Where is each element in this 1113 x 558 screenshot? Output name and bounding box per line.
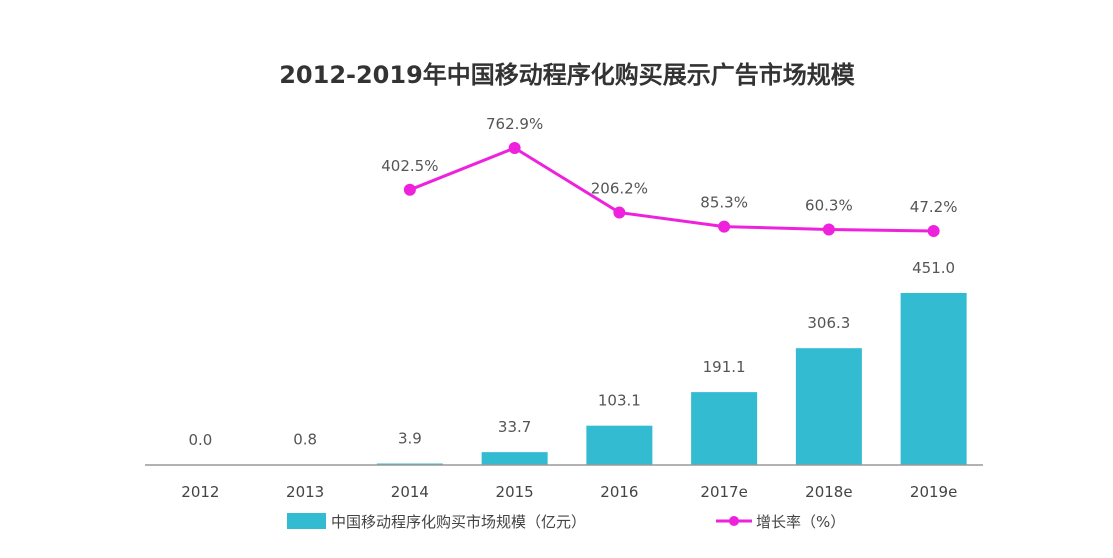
- legend: 中国移动程序化购买市场规模（亿元） 增长率（%）: [287, 513, 845, 531]
- x-tick-labels: 2012 2013 2014 2015 2016 2017e 2018e 2019e: [181, 483, 957, 501]
- growth-point-2017e: [718, 220, 731, 233]
- growth-value-label-2016: 206.2%: [591, 180, 648, 198]
- x-tick-label-2018e: 2018e: [805, 483, 852, 501]
- bar-value-label-2017e: 191.1: [703, 358, 746, 376]
- bar-value-label-2012: 0.0: [188, 431, 212, 449]
- bar-value-label-2013: 0.8: [293, 431, 317, 449]
- x-tick-label-2014: 2014: [391, 483, 429, 501]
- growth-rate-line: [409, 146, 934, 233]
- growth-value-label-2019e: 47.2%: [910, 198, 958, 216]
- x-tick-label-2016: 2016: [600, 483, 638, 501]
- growth-point-2015: [508, 142, 521, 154]
- bar-value-label-2014: 3.9: [398, 430, 422, 448]
- bars-layer: 0.0 0.8 3.9 33.7 103.1 191.1 306.3 451.0: [188, 259, 967, 465]
- bar-value-label-2018e: 306.3: [807, 314, 850, 332]
- legend-label-bar: 中国移动程序化购买市场规模（亿元）: [331, 513, 586, 531]
- chart-title: 2012-2019年中国移动程序化购买展示广告市场规模: [279, 61, 856, 89]
- bar-2018e: [795, 348, 862, 465]
- bar-2015: [481, 452, 548, 465]
- bar-2016: [586, 425, 653, 465]
- growth-point-2019e: [927, 225, 940, 237]
- legend-swatch-marker: [729, 516, 739, 526]
- x-tick-label-2015: 2015: [496, 483, 534, 501]
- legend-label-line: 增长率（%）: [756, 513, 845, 531]
- x-tick-label-2019e: 2019e: [910, 483, 957, 501]
- growth-point-2016: [613, 206, 626, 219]
- growth-value-label-2018e: 60.3%: [805, 196, 853, 214]
- growth-value-label-2017e: 85.3%: [700, 194, 748, 212]
- legend-swatch-bar: [287, 513, 326, 529]
- x-tick-label-2017e: 2017e: [700, 483, 747, 501]
- growth-value-label-2015: 762.9%: [486, 115, 543, 133]
- bar-2019e: [900, 293, 967, 465]
- growth-point-2018e: [822, 223, 835, 236]
- bar-value-label-2015: 33.7: [498, 418, 531, 436]
- bar-value-label-2019e: 451.0: [912, 259, 955, 277]
- x-tick-label-2012: 2012: [181, 483, 219, 501]
- bar-value-label-2016: 103.1: [598, 392, 641, 410]
- growth-value-label-2014: 402.5%: [381, 157, 438, 175]
- growth-point-2014: [403, 183, 416, 196]
- growth-line-layer: 402.5% 762.9% 206.2% 85.3% 60.3% 47.2%: [381, 115, 957, 237]
- x-tick-label-2013: 2013: [286, 483, 324, 501]
- bar-2017e: [691, 392, 758, 465]
